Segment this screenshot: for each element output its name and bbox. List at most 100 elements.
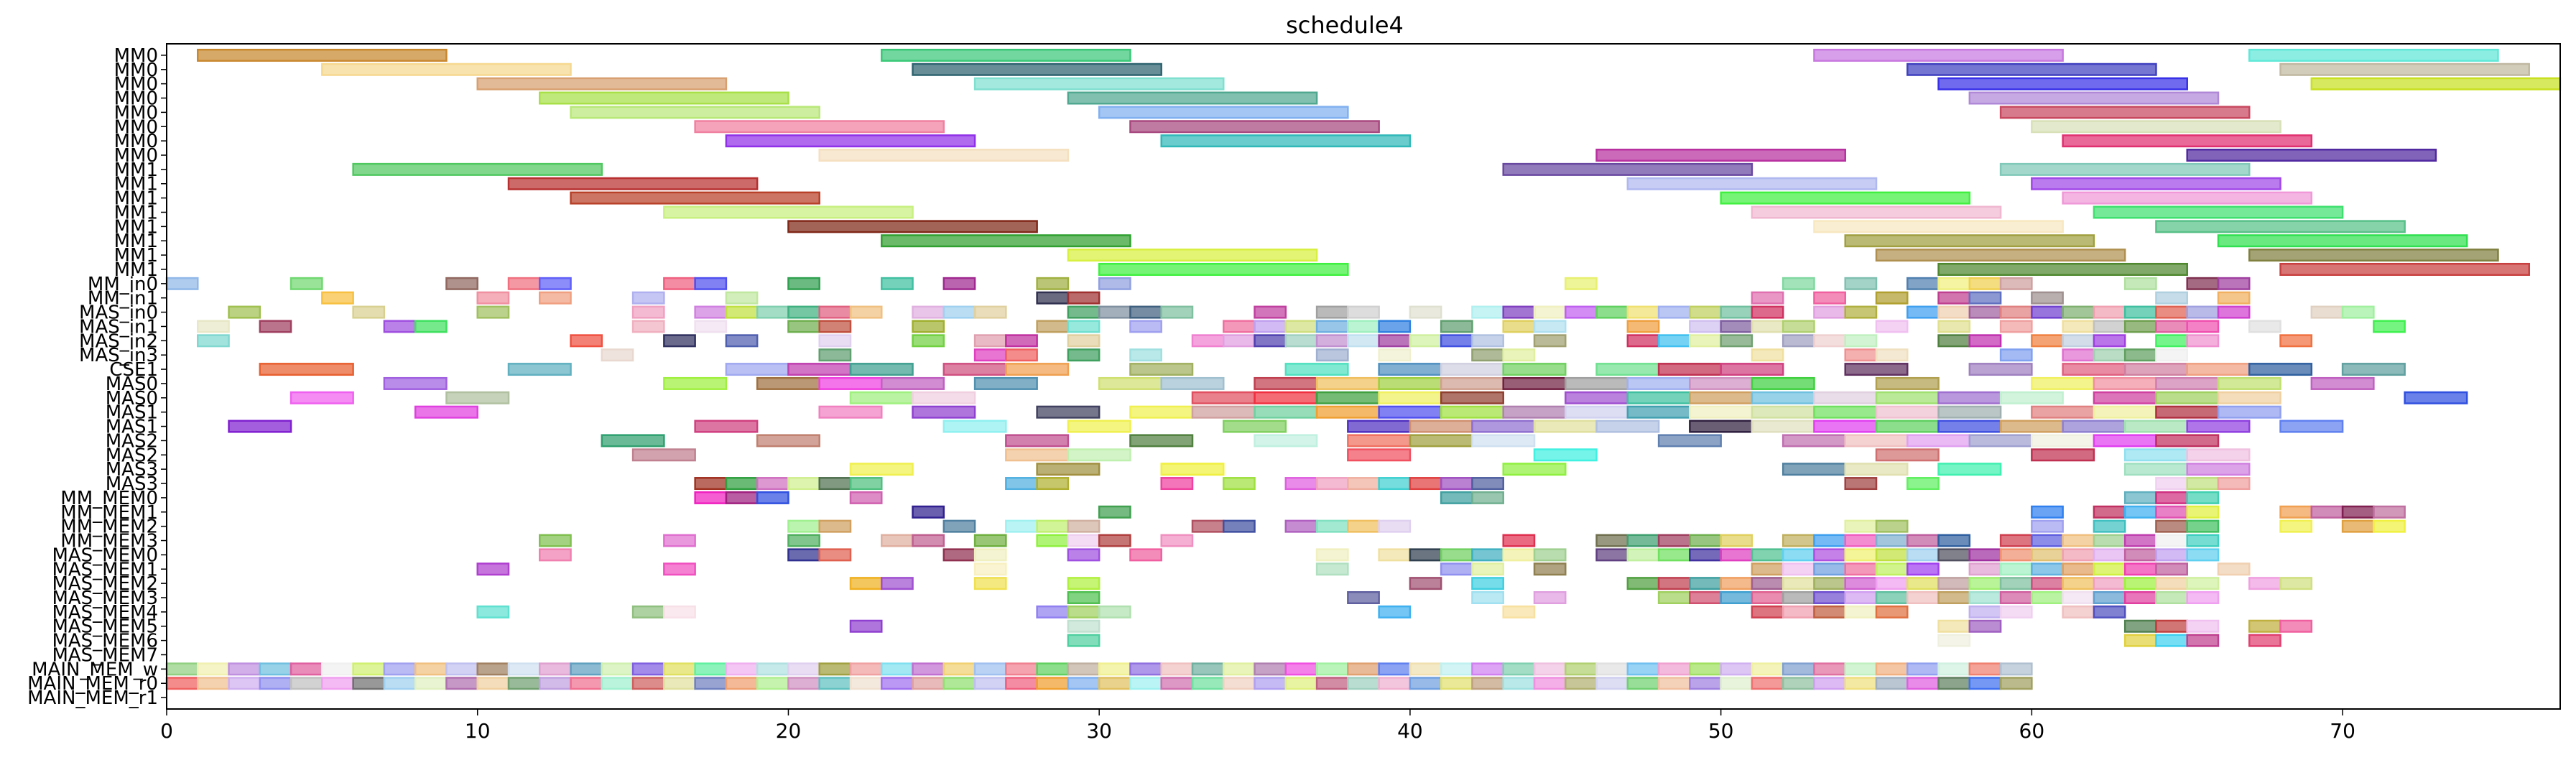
task-bar: [197, 320, 230, 333]
task-bar: [1005, 519, 1038, 533]
task-bar: [1813, 591, 1846, 605]
task-bar: [2155, 434, 2220, 448]
task-bar: [881, 677, 914, 690]
task-bar: [2217, 291, 2251, 305]
task-bar: [1844, 277, 1878, 290]
task-bar: [1409, 577, 1442, 590]
task-bar: [881, 376, 945, 390]
task-bar: [1595, 548, 1629, 562]
task-bar: [1968, 363, 2033, 376]
task-bar: [2062, 562, 2095, 576]
task-bar: [1720, 334, 1753, 348]
task-bar: [1968, 434, 2033, 448]
task-bar: [1565, 376, 1629, 390]
task-bar: [1782, 577, 1815, 590]
task-bar: [1378, 677, 1412, 690]
task-bar: [1626, 391, 1691, 404]
task-bar: [694, 420, 759, 433]
task-bar: [352, 677, 386, 690]
y-tick-label: MM0: [114, 60, 158, 81]
task-bar: [1347, 420, 1412, 433]
task-bar: [756, 376, 820, 390]
task-bar: [2186, 534, 2220, 547]
task-bar: [1223, 477, 1256, 491]
y-tick-label: MM1: [114, 245, 158, 267]
y-tick-label: MM1: [114, 216, 158, 238]
task-bar: [1844, 334, 1878, 348]
y-tick-label: MAS_MEM6: [52, 631, 158, 652]
task-bar: [2093, 334, 2126, 348]
y-tick-label: MM1: [114, 202, 158, 223]
task-bar: [1968, 605, 2002, 618]
task-bar: [1844, 477, 1878, 491]
y-tick-label: MAIN_MEM_w: [32, 659, 158, 680]
task-bar: [1284, 334, 1318, 348]
task-bar: [1347, 662, 1380, 676]
task-bar: [2031, 548, 2064, 562]
task-bar: [2123, 634, 2157, 647]
task-bar: [1440, 363, 1504, 376]
task-bar: [973, 534, 1007, 547]
task-bar: [1968, 562, 2002, 576]
task-bar: [912, 305, 945, 319]
task-bar: [818, 376, 883, 390]
task-bar: [1067, 634, 1101, 647]
task-bar: [1875, 291, 1909, 305]
task-bar: [787, 477, 820, 491]
task-bar: [1347, 434, 1412, 448]
task-bar: [1844, 434, 1909, 448]
task-bar: [321, 677, 354, 690]
task-bar: [631, 677, 665, 690]
task-bar: [1937, 662, 1971, 676]
task-bar: [849, 463, 914, 476]
task-bar: [2155, 491, 2188, 504]
task-bar: [1254, 320, 1287, 333]
task-bar: [1409, 305, 1442, 319]
task-bar: [849, 491, 883, 504]
task-bar: [1067, 249, 1318, 262]
task-bar: [2279, 262, 2530, 276]
task-bar: [1937, 391, 2002, 404]
task-bar: [570, 106, 820, 119]
task-bar: [2093, 376, 2157, 390]
task-bar: [1440, 334, 1473, 348]
task-bar: [2155, 305, 2188, 319]
task-bar: [849, 577, 883, 590]
task-bar: [2186, 477, 2220, 491]
task-bar: [1999, 305, 2033, 319]
task-bar: [1844, 363, 1909, 376]
task-bar: [1254, 391, 1318, 404]
task-bar: [1813, 677, 1846, 690]
x-tick-label: 60: [2019, 719, 2045, 743]
task-bar: [818, 320, 852, 333]
task-bar: [1813, 420, 1878, 433]
task-bar: [694, 320, 728, 333]
x-tick-label: 0: [160, 719, 173, 743]
task-bar: [1223, 519, 1256, 533]
task-bar: [2341, 363, 2406, 376]
task-bar: [973, 334, 1007, 348]
task-bar: [849, 477, 883, 491]
task-bar: [414, 405, 478, 419]
task-bar: [601, 677, 634, 690]
task-bar: [694, 120, 945, 134]
task-bar: [973, 662, 1007, 676]
task-bar: [1315, 662, 1349, 676]
task-bar: [2155, 391, 2220, 404]
task-bar: [1036, 662, 1070, 676]
task-bar: [2155, 577, 2188, 590]
task-bar: [1657, 434, 1722, 448]
task-bar: [2093, 548, 2126, 562]
task-bar: [2123, 448, 2188, 462]
task-bar: [881, 48, 1131, 62]
task-bar: [1937, 262, 2188, 276]
task-bar: [383, 677, 417, 690]
task-bar: [2248, 363, 2313, 376]
task-bar: [1937, 320, 1971, 333]
task-bar: [1098, 106, 1349, 119]
y-tick-label: MM0: [114, 45, 158, 67]
task-bar: [1315, 348, 1349, 362]
task-bar: [1813, 662, 1846, 676]
task-bar: [1968, 677, 2002, 690]
task-bar: [818, 305, 852, 319]
